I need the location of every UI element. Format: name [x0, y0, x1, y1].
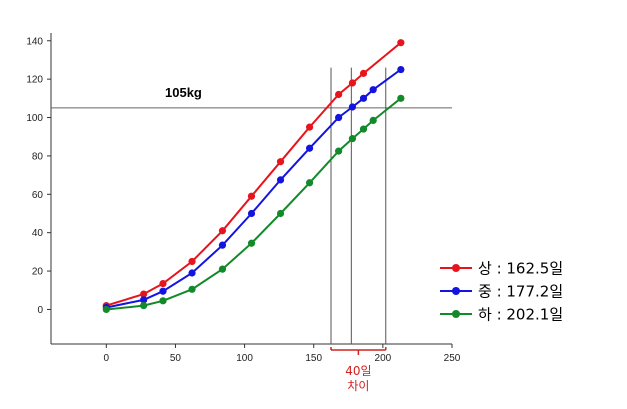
data-point: [188, 285, 196, 293]
data-point: [305, 123, 314, 131]
data-point: [159, 287, 167, 295]
data-point: [276, 158, 285, 166]
y-tick-label: 40: [32, 228, 44, 239]
reference-line-group: 105kg: [51, 85, 452, 109]
data-point: [359, 94, 368, 102]
data-point: [140, 290, 148, 298]
data-point: [359, 125, 368, 133]
legend-swatch-marker: [452, 264, 460, 272]
x-tick-label: 200: [375, 353, 392, 364]
data-point: [102, 305, 110, 314]
chart-axes: 0 20 40 60 80 100 120 140 0 50 100 150 200 250: [26, 33, 461, 364]
series-group: [102, 39, 405, 314]
legend-entry: 중 : 177.2일: [478, 283, 563, 301]
reference-line-label: 105kg: [165, 85, 202, 100]
data-point: [140, 296, 148, 304]
data-point: [397, 39, 405, 47]
data-point: [397, 94, 405, 102]
series-line: [106, 97, 402, 311]
legend-entry: 상 : 162.5일: [478, 260, 563, 278]
data-point: [397, 65, 405, 74]
legend-entry: 하 : 202.1일: [478, 306, 563, 324]
data-point: [188, 269, 196, 277]
x-tick-label: 50: [170, 353, 182, 364]
data-point: [348, 135, 357, 143]
series-line: [106, 41, 402, 307]
data-point: [218, 227, 227, 235]
data-point: [369, 86, 377, 94]
data-point: [218, 241, 227, 249]
data-point: [159, 279, 167, 288]
data-point: [247, 239, 256, 247]
data-point: [159, 297, 167, 305]
marker-lines: [330, 67, 387, 344]
legend-swatch-marker: [452, 310, 460, 318]
legend-swatch-marker: [452, 287, 460, 295]
x-tick-label: 250: [444, 353, 461, 364]
data-point: [335, 147, 343, 155]
data-point: [359, 69, 368, 77]
series-line: [106, 68, 402, 309]
data-point: [305, 144, 314, 152]
data-point: [335, 113, 343, 122]
data-point: [247, 209, 256, 218]
x-tick-label: 100: [236, 353, 253, 364]
data-point: [348, 103, 357, 111]
y-tick-label: 20: [32, 267, 44, 278]
annotation-line2: 차이: [347, 379, 369, 393]
x-tick-label: 150: [305, 353, 322, 364]
y-tick-label: 60: [32, 190, 44, 201]
legend: 상 : 162.5일중 : 177.2일하 : 202.1일: [440, 260, 563, 324]
x-tick-label: 0: [104, 353, 110, 364]
y-tick-label: 80: [32, 151, 44, 162]
y-tick-label: 140: [26, 36, 43, 47]
data-point: [247, 192, 256, 200]
data-point: [140, 302, 148, 310]
data-point: [188, 257, 196, 266]
data-point: [305, 179, 314, 187]
data-point: [276, 176, 285, 184]
y-tick-label: 120: [26, 75, 43, 86]
data-point: [369, 116, 377, 125]
data-point: [348, 79, 357, 87]
data-point: [276, 209, 285, 218]
data-point: [218, 265, 227, 273]
y-tick-label: 0: [37, 305, 43, 316]
data-point: [335, 90, 343, 99]
y-tick-label: 100: [26, 113, 43, 124]
annotation-line1: 40일: [345, 364, 371, 378]
